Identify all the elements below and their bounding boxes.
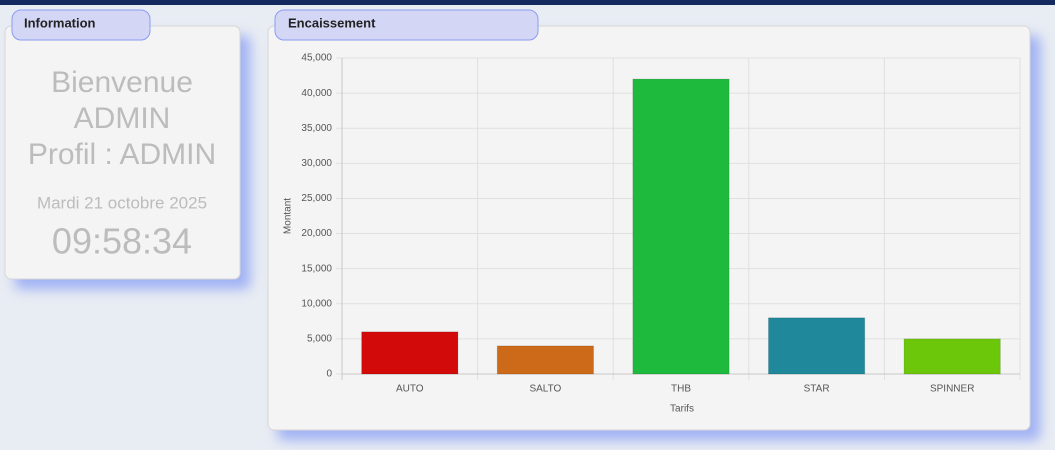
bar <box>903 338 1001 375</box>
y-tick-label: 10,000 <box>301 298 332 309</box>
top-bar <box>0 0 1055 5</box>
y-axis-label: Montant <box>283 198 294 234</box>
y-tick-label: 5,000 <box>307 334 332 345</box>
user: ADMIN <box>74 102 171 135</box>
y-tick-label: 20,000 <box>301 228 332 239</box>
y-tick-label: 25,000 <box>301 193 332 204</box>
x-tick-label: SPINNER <box>930 384 974 395</box>
plot: 0 5,000 10,000 15,000 20,000 25,000 30,000 35,0… <box>301 53 1021 395</box>
welcome: Bienvenue <box>51 66 193 99</box>
x-tick-label: STAR <box>804 384 830 395</box>
chart-title: Encaissement <box>288 15 376 30</box>
bar <box>496 345 595 375</box>
x-tick-label: SALTO <box>529 384 561 395</box>
bar <box>632 78 730 375</box>
x-tick-label: THB <box>671 384 691 395</box>
y-tick-label: 40,000 <box>301 88 332 99</box>
y-tick-label: 45,000 <box>301 53 332 64</box>
date: Mardi 21 octobre 2025 <box>37 193 207 212</box>
bar <box>767 317 866 375</box>
y-tick-label: 0 <box>326 369 332 380</box>
y-tick-label: 15,000 <box>301 263 332 274</box>
chart-tab <box>274 9 539 41</box>
y-tick-label: 35,000 <box>301 123 332 134</box>
info-tab <box>11 9 151 41</box>
x-tick-label: AUTO <box>396 384 424 395</box>
info-title: Information <box>24 15 96 30</box>
bar <box>361 331 459 375</box>
clock: 09:58:34 <box>52 221 192 262</box>
profile: Profil : ADMIN <box>28 138 216 171</box>
x-axis-label: Tarifs <box>670 404 694 415</box>
y-tick-label: 30,000 <box>301 158 332 169</box>
